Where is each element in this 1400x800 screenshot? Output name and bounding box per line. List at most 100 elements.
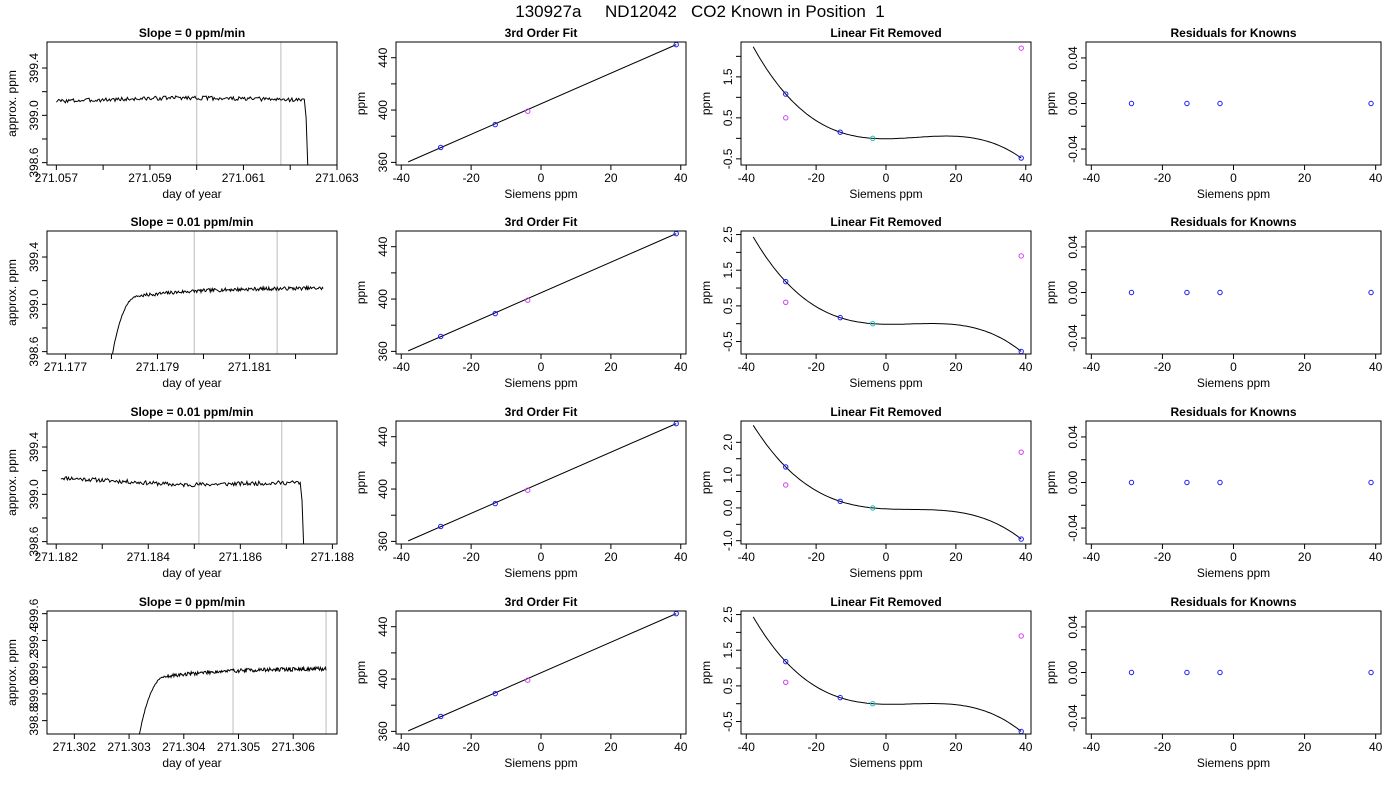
x-tick-label: -40 xyxy=(738,740,756,754)
x-axis-label: Siemens ppm xyxy=(504,756,577,770)
y-axis-label: ppm xyxy=(699,281,713,304)
y-axis-label: ppm xyxy=(699,92,713,115)
y-axis-label: approx. ppm xyxy=(5,259,19,326)
y-tick-label: 399.4 xyxy=(27,53,41,83)
data-point-unknown xyxy=(1018,45,1024,51)
data-point-known xyxy=(1368,669,1374,676)
y-tick-label: 0.04 xyxy=(1066,425,1080,449)
y-tick-label: 399.2 xyxy=(27,652,41,682)
x-tick-label: 0 xyxy=(1230,740,1237,754)
x-tick-label: 20 xyxy=(949,550,963,564)
data-point-known xyxy=(837,498,843,505)
concentration-trace xyxy=(138,665,327,734)
x-tick-label: 20 xyxy=(604,550,618,564)
y-axis-label: ppm xyxy=(354,281,368,304)
data-point-known xyxy=(783,278,789,285)
panel-3-4: Residuals for Knowns -40 -20 0 20 40 -0.04 0.00… xyxy=(1044,405,1383,580)
x-tick-label: -40 xyxy=(1083,740,1101,754)
panel-title: Slope = 0 ppm/min xyxy=(139,26,245,40)
y-tick-label: 400 xyxy=(376,289,390,309)
data-point-known xyxy=(1184,479,1190,486)
y-axis-label: ppm xyxy=(1044,281,1058,304)
y-tick-label: 1.5 xyxy=(721,68,735,85)
x-axis-label: Siemens ppm xyxy=(1197,187,1270,201)
x-axis-label: Siemens ppm xyxy=(504,187,577,201)
x-tick-label: 40 xyxy=(674,360,688,374)
data-point-reference xyxy=(870,505,876,511)
x-tick-label: 40 xyxy=(1369,740,1383,754)
plot-area xyxy=(1128,479,1374,486)
data-point-unknown xyxy=(783,679,789,686)
y-tick-label: -0.04 xyxy=(1066,135,1080,163)
x-tick-label: 271.304 xyxy=(162,740,206,754)
plot-frame xyxy=(1085,610,1382,735)
panel-3-1: Slope = 0.01 ppm/min 271.182 271.184 271.18… xyxy=(5,405,354,580)
panel-1-3: Linear Fit Removed -40 -20 0 20 40 -0.5 0.5 1.5 S… xyxy=(699,26,1033,201)
data-point-unknown xyxy=(783,299,789,306)
x-tick-label: 271.182 xyxy=(35,550,79,564)
y-axis-label: ppm xyxy=(699,471,713,494)
y-tick-label: 440 xyxy=(376,47,390,67)
plot-frame xyxy=(1085,420,1382,545)
panel-title: 3rd Order Fit xyxy=(505,405,578,419)
plot-frame xyxy=(46,230,338,355)
panel-3-2: 3rd Order Fit -40 -20 0 20 40 360 400 440 Siemens… xyxy=(354,405,688,580)
y-tick-label: 0.5 xyxy=(721,109,735,126)
data-point-known xyxy=(1184,100,1190,107)
y-tick-label: 2.5 xyxy=(721,226,735,243)
plot-area xyxy=(408,611,679,732)
y-axis-label: ppm xyxy=(1044,471,1058,494)
x-tick-label: 0 xyxy=(1230,550,1237,564)
data-point-unknown xyxy=(1018,253,1024,259)
x-tick-label: -40 xyxy=(1083,550,1101,564)
x-axis-label: Siemens ppm xyxy=(1197,376,1270,390)
y-tick-label: 440 xyxy=(376,426,390,446)
panel-title: Slope = 0 ppm/min xyxy=(139,595,245,609)
plot-area xyxy=(1128,100,1374,107)
fit-line xyxy=(408,423,677,542)
plot-area xyxy=(138,611,327,734)
plot-frame xyxy=(395,230,687,355)
y-tick-label: 440 xyxy=(376,616,390,636)
y-tick-label: 399.0 xyxy=(27,479,41,509)
x-tick-label: 271.306 xyxy=(272,740,316,754)
y-tick-label: 398.6 xyxy=(27,147,41,177)
data-point-known xyxy=(1018,348,1024,354)
x-tick-label: 0 xyxy=(538,171,545,185)
data-point-reference xyxy=(870,320,876,327)
y-tick-label: 399.4 xyxy=(27,242,41,272)
panel-2-1: Slope = 0.01 ppm/min 271.177 271.179 271.18… xyxy=(5,215,338,390)
data-point-known xyxy=(1184,669,1190,676)
plot-area xyxy=(60,421,305,544)
x-tick-label: 40 xyxy=(1019,360,1033,374)
x-tick-label: 0 xyxy=(883,171,890,185)
y-tick-label: 360 xyxy=(376,341,390,361)
plot-frame xyxy=(395,41,687,166)
x-tick-label: -40 xyxy=(393,550,411,564)
panel-2-3: Linear Fit Removed -40 -20 0 20 40 -0.5 0.5 1.5 2… xyxy=(699,215,1033,390)
x-axis-label: Siemens ppm xyxy=(849,756,922,770)
plot-frame xyxy=(740,230,1032,355)
data-point-known xyxy=(492,121,498,128)
plot-area xyxy=(752,425,1024,542)
y-axis-label: ppm xyxy=(1044,661,1058,684)
y-tick-label: 440 xyxy=(376,236,390,256)
data-point-known xyxy=(783,464,789,470)
data-point-known xyxy=(1217,100,1223,107)
y-tick-label: 360 xyxy=(376,721,390,741)
data-point-known xyxy=(1128,289,1135,296)
x-tick-label: 0 xyxy=(883,360,890,374)
x-tick-label: 40 xyxy=(674,550,688,564)
panel-title: 3rd Order Fit xyxy=(505,26,578,40)
data-point-reference xyxy=(870,700,876,707)
concentration-trace xyxy=(111,284,324,354)
y-tick-label: 398.6 xyxy=(27,336,41,366)
data-point-known xyxy=(837,129,843,135)
x-tick-label: 271.059 xyxy=(128,171,172,185)
data-point-known xyxy=(1128,669,1135,676)
data-point-known xyxy=(1368,289,1374,296)
y-tick-label: 1.0 xyxy=(721,466,735,483)
y-tick-label: 2.0 xyxy=(721,434,735,451)
x-tick-label: -40 xyxy=(1083,171,1101,185)
y-tick-label: -0.5 xyxy=(721,331,735,352)
